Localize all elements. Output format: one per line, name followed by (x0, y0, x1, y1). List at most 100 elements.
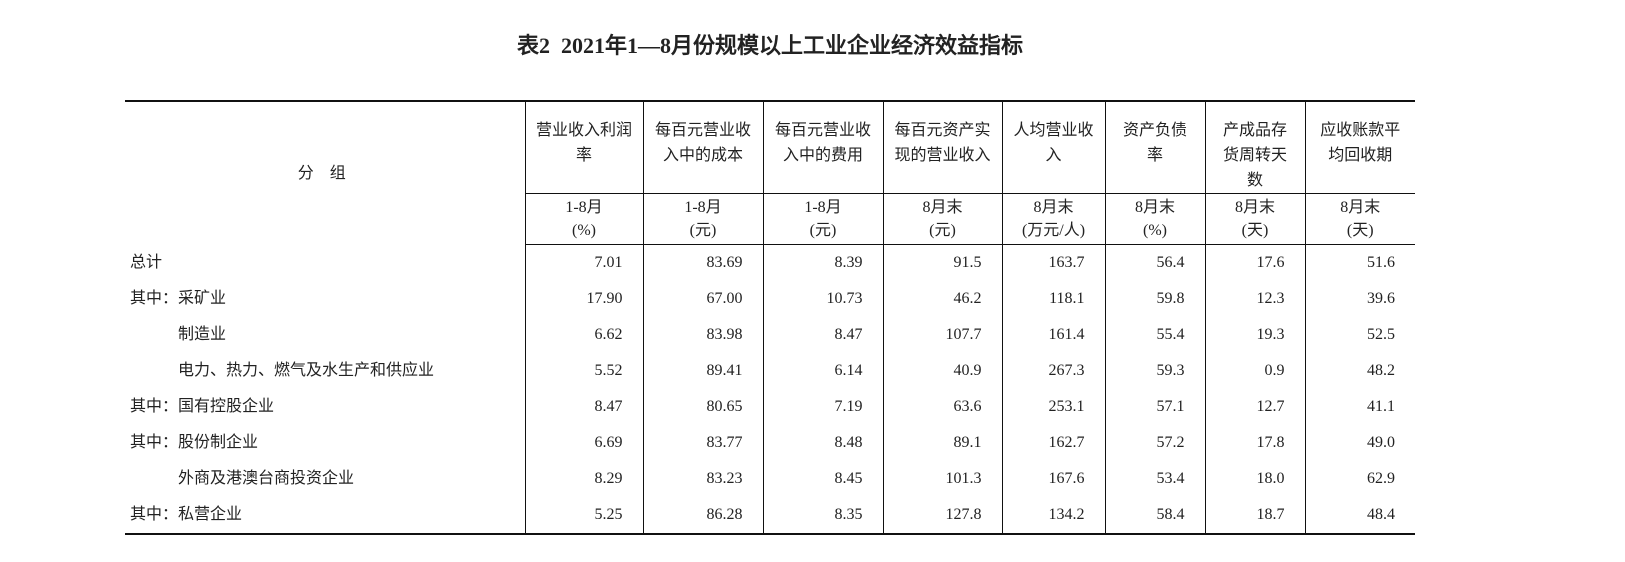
cell-value: 57.1 (1104, 389, 1205, 425)
cell-value: 83.69 (642, 244, 763, 281)
cell-value: 107.7 (882, 317, 1002, 353)
column-unit: 8月末 (万元/人) (1001, 193, 1105, 245)
cell-value: 53.4 (1104, 461, 1205, 497)
cell-value: 89.1 (882, 425, 1002, 461)
cell-value: 8.29 (524, 461, 643, 497)
cell-value: 17.8 (1204, 425, 1305, 461)
cell-value: 63.6 (882, 389, 1002, 425)
column-unit: 1-8月 (%) (524, 193, 643, 245)
cell-value: 51.6 (1304, 244, 1415, 281)
unit-text: (元) (809, 222, 837, 239)
unit-period: 1-8月 (565, 199, 603, 216)
column-header: 应收账款平均回收期 (1304, 101, 1415, 194)
column-unit: 8月末 (%) (1104, 193, 1205, 245)
cell-value: 161.4 (1001, 317, 1105, 353)
cell-value: 12.3 (1204, 281, 1305, 317)
table-body: 总计 7.01 83.69 8.39 91.5 163.7 56.4 17.6 51.6 其中：采… (125, 244, 1415, 534)
cell-value: 17.90 (524, 281, 643, 317)
table-row: 其中：股份制企业 6.69 83.77 8.48 89.1 162.7 57.2 17.8 49… (125, 425, 1415, 461)
cell-value: 6.69 (524, 425, 643, 461)
cell-value: 40.9 (882, 353, 1002, 389)
column-header: 资产负债率 (1104, 101, 1205, 194)
unit-row: 1-8月 (%) 1-8月 (元) 1-8月 (元) 8月末 (元) 8月末 (万元/人) 8月末 (… (125, 193, 1415, 245)
cell-value: 163.7 (1001, 244, 1105, 281)
cell-value: 67.00 (642, 281, 763, 317)
cell-value: 8.39 (762, 244, 883, 281)
column-header: 营业收入利润率 (524, 101, 643, 194)
row-label: 制造业 (178, 326, 227, 343)
cell-value: 91.5 (882, 244, 1002, 281)
cell-value: 127.8 (882, 497, 1002, 534)
cell-value: 46.2 (882, 281, 1002, 317)
unit-text: (万元/人) (1021, 222, 1086, 239)
unit-period: 1-8月 (684, 199, 722, 216)
table-row: 制造业 6.62 83.98 8.47 107.7 161.4 55.4 19.3 52.5 (125, 317, 1415, 353)
table-row: 外商及港澳台商投资企业 8.29 83.23 8.45 101.3 167.6 53.4 18… (125, 461, 1415, 497)
cell-value: 10.73 (762, 281, 883, 317)
unit-text: (元) (689, 222, 717, 239)
cell-value: 48.2 (1304, 353, 1415, 389)
cell-value: 18.0 (1204, 461, 1305, 497)
cell-value: 167.6 (1001, 461, 1105, 497)
cell-value: 49.0 (1304, 425, 1415, 461)
column-unit: 1-8月 (元) (762, 193, 883, 245)
cell-value: 59.3 (1104, 353, 1205, 389)
cell-value: 86.28 (642, 497, 763, 534)
cell-value: 134.2 (1001, 497, 1105, 534)
cell-value: 6.14 (762, 353, 883, 389)
data-table: 分 组 营业收入利润率 每百元营业收入中的成本 每百元营业收入中的费用 每百元资产实现… (125, 100, 1415, 535)
column-header: 每百元营业收入中的费用 (762, 101, 883, 194)
cell-value: 83.77 (642, 425, 763, 461)
column-header: 产成品存货周转天数 (1204, 101, 1305, 194)
unit-text: (元) (929, 222, 956, 239)
cell-value: 39.6 (1304, 281, 1415, 317)
unit-period: 8月末 (1234, 199, 1275, 216)
cell-value: 253.1 (1001, 389, 1105, 425)
cell-value: 6.62 (524, 317, 643, 353)
row-label: 其中：采矿业 (130, 290, 227, 307)
table-row: 其中：国有控股企业 8.47 80.65 7.19 63.6 253.1 57.1 12.7 4… (125, 389, 1415, 425)
table-row: 其中：采矿业 17.90 67.00 10.73 46.2 118.1 59.8 12.3 39… (125, 281, 1415, 317)
table-row: 其中：私营企业 5.25 86.28 8.35 127.8 134.2 58.4 18.7 48… (125, 497, 1415, 534)
unit-period: 8月末 (1134, 199, 1175, 216)
column-header: 人均营业收入 (1001, 101, 1105, 194)
cell-value: 5.52 (524, 353, 643, 389)
table-row: 电力、热力、燃气及水生产和供应业 5.52 89.41 6.14 40.9 267.3 59… (125, 353, 1415, 389)
cell-value: 19.3 (1204, 317, 1305, 353)
column-unit: 1-8月 (元) (642, 193, 763, 245)
cell-value: 83.23 (642, 461, 763, 497)
title: 表2 2021年1—8月份规模以上工业企业经济效益指标 (516, 33, 1023, 58)
cell-value: 83.98 (642, 317, 763, 353)
unit-period: 8月末 (922, 199, 963, 216)
unit-text: (天) (1241, 222, 1269, 239)
cell-value: 12.7 (1204, 389, 1305, 425)
cell-value: 8.47 (762, 317, 883, 353)
group-header: 分 组 (297, 164, 352, 182)
row-label: 外商及港澳台商投资企业 (178, 470, 355, 487)
unit-text: (%) (572, 222, 596, 239)
cell-value: 89.41 (642, 353, 763, 389)
header-row: 分 组 营业收入利润率 每百元营业收入中的成本 每百元营业收入中的费用 每百元资产实现… (125, 101, 1415, 194)
cell-value: 0.9 (1204, 353, 1305, 389)
cell-value: 48.4 (1304, 497, 1415, 534)
cell-value: 8.48 (762, 425, 883, 461)
unit-period: 8月末 (1340, 199, 1381, 216)
column-unit: 8月末 (天) (1304, 193, 1415, 245)
cell-value: 59.8 (1104, 281, 1205, 317)
row-label: 总计 (130, 253, 163, 271)
cell-value: 267.3 (1001, 353, 1105, 389)
cell-value: 162.7 (1001, 425, 1105, 461)
cell-value: 7.19 (762, 389, 883, 425)
row-label: 其中：私营企业 (130, 506, 243, 523)
unit-period: 8月末 (1033, 199, 1074, 216)
cell-value: 80.65 (642, 389, 763, 425)
table-row: 总计 7.01 83.69 8.39 91.5 163.7 56.4 17.6 51.6 (125, 244, 1415, 281)
cell-value: 7.01 (524, 244, 643, 281)
unit-period: 1-8月 (804, 199, 842, 216)
column-header: 每百元营业收入中的成本 (642, 101, 763, 194)
unit-text: (%) (1143, 222, 1167, 239)
column-header: 每百元资产实现的营业收入 (882, 101, 1002, 194)
cell-value: 57.2 (1104, 425, 1205, 461)
cell-value: 18.7 (1204, 497, 1305, 534)
